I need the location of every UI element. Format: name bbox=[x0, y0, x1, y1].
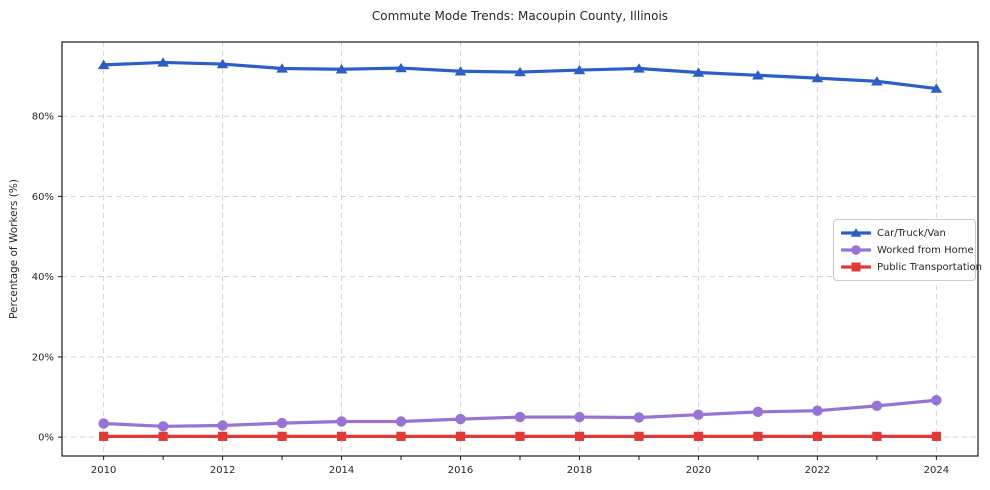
data-point-circle bbox=[157, 421, 169, 432]
legend-label: Car/Truck/Van bbox=[877, 227, 946, 239]
x-tick-label: 2018 bbox=[567, 465, 592, 476]
data-point-circle bbox=[931, 395, 942, 406]
y-tick-label: 80% bbox=[32, 112, 54, 123]
data-point-triangle bbox=[454, 66, 467, 76]
x-tick-label: 2010 bbox=[91, 465, 116, 476]
data-point-square bbox=[396, 431, 406, 441]
data-point-circle bbox=[276, 417, 288, 429]
series-public-transportation bbox=[99, 431, 941, 441]
data-point-circle bbox=[336, 416, 347, 427]
data-point-circle bbox=[752, 406, 764, 418]
plot-border bbox=[61, 41, 979, 457]
data-point-triangle bbox=[157, 57, 169, 67]
legend-sample-triangle-icon bbox=[841, 228, 871, 237]
data-point-square bbox=[158, 431, 168, 441]
series-worked-from-home bbox=[98, 395, 942, 432]
data-point-circle bbox=[217, 420, 228, 431]
data-point-triangle bbox=[335, 64, 348, 74]
data-point-square bbox=[336, 431, 347, 441]
data-point-square bbox=[634, 431, 644, 441]
data-point-triangle bbox=[97, 59, 110, 70]
legend: Car/Truck/Van Worked from Home Public Tr… bbox=[833, 219, 982, 281]
data-point-circle bbox=[871, 400, 883, 412]
x-tick-label: 2024 bbox=[924, 465, 949, 476]
data-point-triangle bbox=[871, 76, 883, 86]
data-point-triangle bbox=[276, 63, 288, 73]
legend-marker bbox=[850, 228, 862, 237]
data-point-triangle bbox=[930, 83, 943, 93]
y-tick-label: 40% bbox=[32, 272, 54, 283]
y-tick-label: 20% bbox=[32, 352, 54, 363]
chart-title: Commute Mode Trends: Macoupin County, Il… bbox=[371, 9, 669, 23]
x-tick-label: 2012 bbox=[210, 465, 235, 476]
data-point-circle bbox=[455, 413, 466, 425]
x-tick-label: 2020 bbox=[686, 465, 711, 476]
legend-item-worked-from-home: Worked from Home bbox=[841, 243, 974, 257]
y-tick-label: 60% bbox=[32, 192, 54, 203]
legend-sample-square-icon bbox=[841, 262, 871, 272]
data-point-triangle bbox=[395, 62, 407, 73]
data-point-triangle bbox=[692, 67, 705, 77]
data-point-square bbox=[574, 431, 585, 441]
data-point-circle bbox=[574, 411, 585, 423]
data-point-triangle bbox=[216, 58, 229, 69]
data-point-triangle bbox=[573, 64, 586, 75]
legend-item-public-transportation: Public Transportation bbox=[841, 260, 982, 274]
x-tick-label: 2016 bbox=[448, 465, 473, 476]
data-point-square bbox=[515, 431, 525, 441]
data-point-square bbox=[217, 431, 228, 441]
data-point-square bbox=[99, 431, 109, 441]
legend-sample-circle-icon bbox=[841, 245, 871, 255]
data-point-triangle bbox=[633, 63, 645, 73]
legend-label: Public Transportation bbox=[877, 261, 982, 273]
legend-item-car-truck-van: Car/Truck/Van bbox=[841, 226, 967, 240]
data-point-square bbox=[753, 431, 763, 441]
data-point-circle bbox=[693, 409, 704, 420]
data-point-square bbox=[872, 431, 882, 441]
series-car-truck-van bbox=[97, 57, 943, 93]
data-point-circle bbox=[633, 412, 645, 423]
data-point-triangle bbox=[811, 72, 824, 83]
legend-marker bbox=[851, 245, 861, 255]
data-point-square bbox=[693, 431, 704, 441]
x-tick-label: 2022 bbox=[805, 465, 830, 476]
data-point-triangle bbox=[752, 70, 764, 80]
legend-marker bbox=[851, 262, 861, 272]
data-point-circle bbox=[514, 411, 526, 423]
data-point-square bbox=[931, 431, 941, 441]
data-point-triangle bbox=[514, 66, 526, 77]
data-point-circle bbox=[395, 416, 407, 427]
data-point-circle bbox=[812, 405, 823, 416]
x-tick-label: 2014 bbox=[329, 465, 354, 476]
data-point-square bbox=[455, 431, 466, 441]
y-tick-label: 0% bbox=[38, 433, 54, 444]
data-point-circle bbox=[98, 418, 109, 429]
legend-label: Worked from Home bbox=[877, 244, 974, 256]
data-point-square bbox=[812, 431, 823, 441]
data-point-square bbox=[277, 431, 287, 441]
